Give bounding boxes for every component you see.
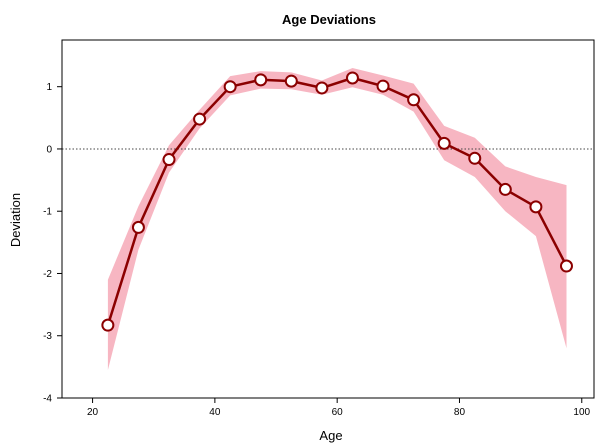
y-tick-label--3: -3 (43, 331, 52, 342)
y-tick-label--4: -4 (43, 394, 52, 405)
x-tick-label-100: 100 (573, 407, 590, 418)
data-point-57.5 (315, 81, 329, 95)
y-tick-label--2: -2 (43, 269, 52, 280)
data-point-67.5 (376, 79, 390, 93)
data-point-82.5 (468, 151, 482, 165)
confidence-band (107, 68, 567, 370)
y-tick-label-0: 0 (46, 144, 52, 155)
data-point-97.5 (559, 259, 573, 273)
data-point-87.5 (498, 182, 512, 196)
x-tick-label-20: 20 (87, 407, 99, 418)
data-point-32.5 (162, 153, 176, 167)
x-axis-title: Age (319, 428, 342, 443)
data-point-37.5 (193, 112, 207, 126)
y-tick-label--1: -1 (43, 207, 52, 218)
data-point-92.5 (529, 200, 543, 214)
plot-frame (61, 39, 595, 399)
data-point-47.5 (254, 73, 268, 87)
plot-area: 20 40 60 80 100 -4 -3 -2 -1 0 1 (43, 39, 595, 418)
data-point-27.5 (131, 220, 145, 234)
data-point-62.5 (345, 71, 359, 85)
data-point-72.5 (407, 93, 421, 107)
y-tick-label-1: 1 (46, 82, 52, 93)
y-axis-title: Deviation (8, 193, 23, 247)
data-point-42.5 (223, 80, 237, 94)
data-point-22.5 (101, 318, 115, 332)
chart-title: Age Deviations (282, 12, 376, 27)
series-line (106, 76, 568, 326)
data-point-52.5 (284, 74, 298, 88)
x-tick-label-80: 80 (454, 407, 466, 418)
x-tick-label-60: 60 (332, 407, 344, 418)
x-tick-label-40: 40 (209, 407, 221, 418)
data-point-77.5 (437, 136, 451, 150)
